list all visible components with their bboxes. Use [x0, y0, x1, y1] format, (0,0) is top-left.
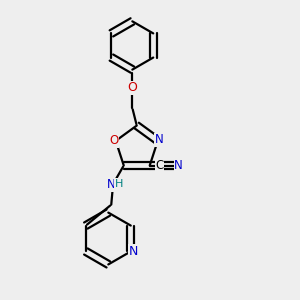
Text: O: O	[128, 81, 137, 94]
Text: C: C	[155, 159, 164, 172]
Text: N: N	[107, 178, 116, 191]
Text: N: N	[128, 245, 138, 258]
Text: O: O	[110, 134, 118, 147]
Text: N: N	[155, 133, 164, 146]
Text: H: H	[115, 179, 123, 189]
Text: N: N	[174, 159, 183, 172]
